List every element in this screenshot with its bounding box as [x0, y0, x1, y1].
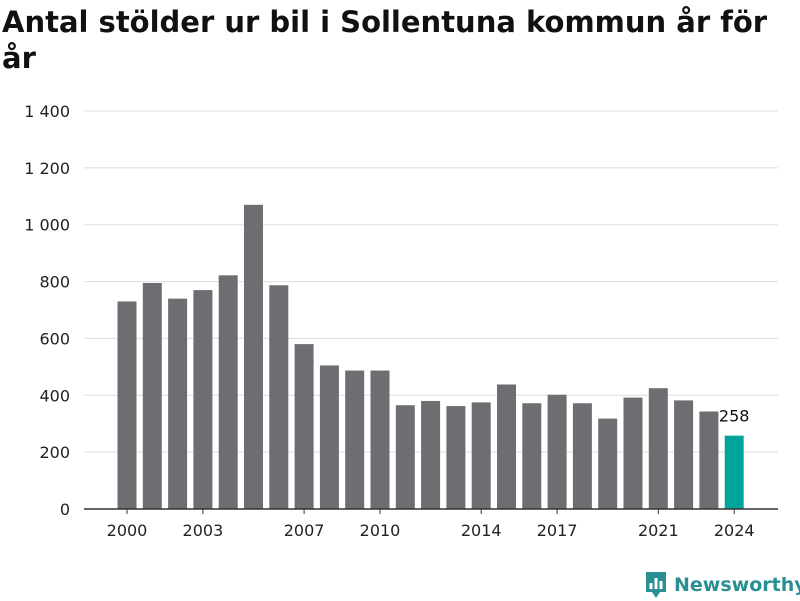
y-tick-label: 0 — [60, 500, 70, 519]
y-tick-label: 1 000 — [24, 216, 70, 235]
bar — [319, 365, 339, 509]
gridlines: 0 200 400 600 800 1 000 1 200 1 400 — [24, 102, 778, 519]
x-tick-label: 2007 — [284, 521, 325, 540]
x-tick-label: 2003 — [183, 521, 224, 540]
bar — [218, 275, 238, 509]
bar — [547, 394, 567, 509]
bar — [674, 400, 694, 509]
x-tick-label: 2000 — [107, 521, 148, 540]
bar — [522, 403, 542, 509]
y-tick-label: 400 — [39, 386, 70, 405]
brand-name: Newsworthy — [674, 574, 800, 596]
y-tick-label: 1 200 — [24, 159, 70, 178]
bar — [345, 370, 365, 509]
chart-title: Antal stölder ur bil i Sollentuna kommun… — [2, 5, 768, 75]
x-tick-label: 2010 — [360, 521, 401, 540]
x-tick-label: 2014 — [461, 521, 502, 540]
bars — [117, 204, 744, 510]
bar — [699, 411, 719, 509]
bar — [471, 402, 491, 509]
bar — [421, 400, 441, 509]
bar — [142, 282, 162, 509]
y-tick-label: 1 400 — [24, 102, 70, 121]
bar — [497, 384, 516, 509]
bar — [446, 406, 466, 509]
newsworthy-logo[interactable]: Newsworthy — [644, 569, 800, 601]
x-tick-label: 2017 — [537, 521, 578, 540]
bar — [623, 397, 643, 509]
x-tick-label: 2024 — [714, 521, 755, 540]
bar — [598, 418, 618, 509]
data-label-highlight: 258 — [719, 407, 750, 426]
bar — [395, 405, 415, 509]
bar — [269, 285, 289, 509]
bar — [370, 370, 390, 509]
bar-highlight — [724, 435, 744, 509]
x-tick-label: 2021 — [638, 521, 679, 540]
y-tick-label: 600 — [39, 329, 70, 348]
bar — [117, 301, 137, 509]
bar — [168, 298, 188, 509]
bar — [244, 204, 263, 510]
bar — [294, 344, 314, 509]
y-tick-label: 800 — [39, 273, 70, 292]
data-labels: 258 — [719, 407, 750, 426]
bar — [193, 290, 213, 509]
y-tick-label: 200 — [39, 443, 70, 462]
bar — [648, 388, 668, 509]
axes: 2000 2003 2007 2010 2014 2017 2021 2024 — [84, 508, 778, 540]
newsworthy-logo-icon — [646, 572, 666, 598]
bar — [572, 403, 592, 509]
